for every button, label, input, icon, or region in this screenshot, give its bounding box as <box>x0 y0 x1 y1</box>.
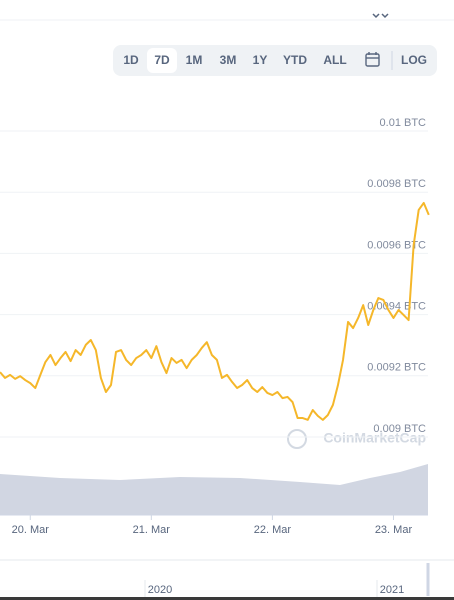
y-tick-label: 0.0096 BTC <box>367 239 426 251</box>
navigator-label: 2020 <box>148 584 172 596</box>
price-line <box>0 201 430 421</box>
range-button[interactable]: 7D <box>154 53 170 67</box>
range-button[interactable]: 3M <box>220 53 237 67</box>
watermark: CoinMarketCap <box>323 430 426 446</box>
x-tick-label: 20. Mar <box>12 524 50 536</box>
x-tick-label: 23. Mar <box>375 524 413 536</box>
range-toolbar <box>113 45 437 76</box>
range-selected <box>147 48 177 73</box>
y-tick-label: 0.009 BTC <box>373 423 426 435</box>
range-button[interactable]: ALL <box>323 53 346 67</box>
x-tick-label: 21. Mar <box>133 524 171 536</box>
volume-area <box>0 464 428 515</box>
y-tick-label: 0.0094 BTC <box>367 301 426 313</box>
log-button[interactable]: LOG <box>401 53 427 67</box>
x-tick-label: 22. Mar <box>254 524 292 536</box>
watermark-logo <box>287 429 307 449</box>
y-tick-label: 0.0098 BTC <box>367 178 426 190</box>
navigator-label: 2021 <box>380 584 404 596</box>
range-button[interactable]: 1D <box>123 53 139 67</box>
calendar-icon[interactable] <box>365 52 380 67</box>
top-bar <box>0 0 454 20</box>
scrollbar <box>0 597 454 600</box>
range-button[interactable]: YTD <box>283 53 307 67</box>
expand-icon[interactable] <box>372 13 389 19</box>
range-button[interactable]: 1Y <box>253 53 268 67</box>
y-tick-label: 0.0092 BTC <box>367 362 426 374</box>
range-button[interactable]: 1M <box>186 53 203 67</box>
y-tick-label: 0.01 BTC <box>380 117 427 129</box>
